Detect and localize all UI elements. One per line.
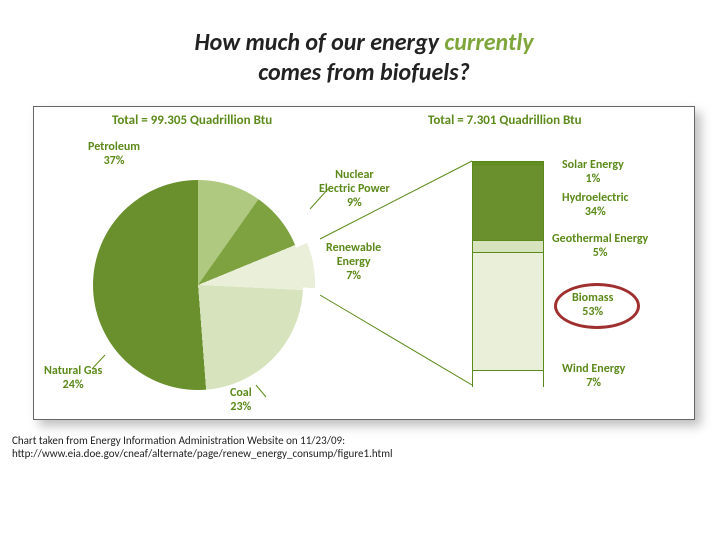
page-title: How much of our energy currently comes f… bbox=[0, 0, 728, 88]
bar-seg-wind-energy bbox=[473, 370, 543, 387]
caption: Chart taken from Energy Information Admi… bbox=[0, 434, 728, 460]
renewable-stacked-bar bbox=[472, 161, 544, 387]
seg-label-geothermal: Geothermal Energy5% bbox=[552, 233, 648, 261]
title-line2: comes from biofuels? bbox=[258, 58, 469, 87]
title-before: How much of our energy bbox=[194, 28, 444, 57]
seg-label-hydro: Hydroelectric34% bbox=[562, 192, 629, 220]
slice-label-petroleum: Petroleum37% bbox=[88, 141, 140, 169]
seg-label-solar: Solar Energy1% bbox=[562, 159, 624, 187]
renewable-exploded-slice bbox=[105, 178, 315, 388]
slice-label-coal: Coal23% bbox=[230, 387, 252, 415]
left-total-label: Total = 99.305 Quadrillion Btu bbox=[112, 113, 272, 128]
chart-container: Total = 99.305 Quadrillion Btu Total = 7… bbox=[33, 106, 695, 420]
seg-label-wind: Wind Energy7% bbox=[562, 363, 625, 391]
bar-seg-biomass bbox=[473, 252, 543, 372]
slice-label-nat-gas: Natural Gas24% bbox=[44, 365, 102, 393]
right-total-label: Total = 7.301 Quadrillion Btu bbox=[428, 113, 582, 128]
slice-label-nuclear: NuclearElectric Power9% bbox=[319, 169, 390, 210]
bar-seg-hydroelectric bbox=[473, 164, 543, 241]
biomass-highlight-circle bbox=[554, 283, 640, 329]
title-highlight: currently bbox=[444, 28, 533, 57]
slice-label-renewable: RenewableEnergy7% bbox=[326, 242, 381, 283]
